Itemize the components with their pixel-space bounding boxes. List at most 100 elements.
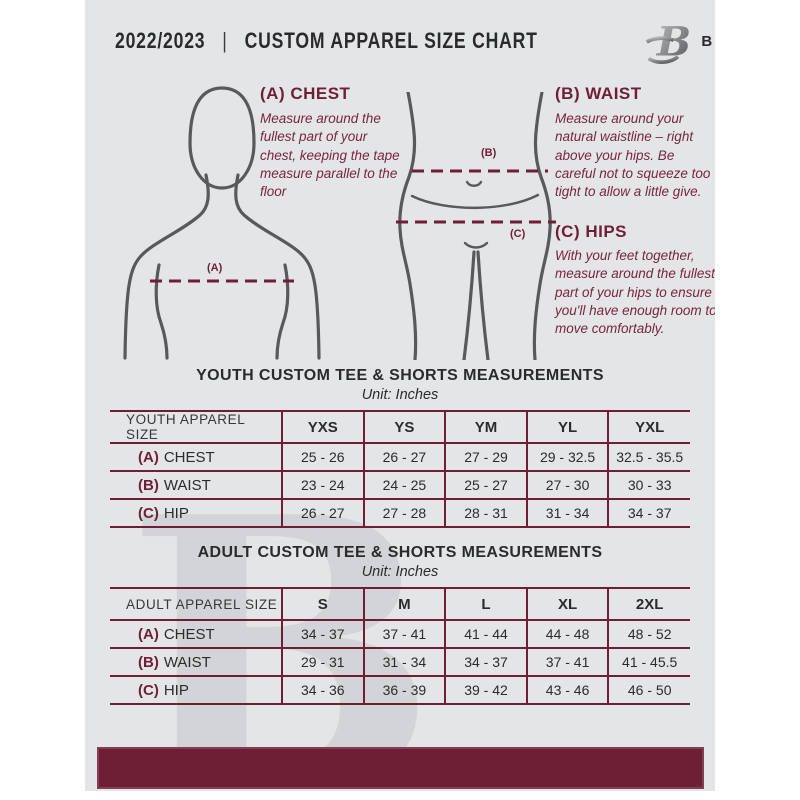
measurement-name: HIP [163, 681, 189, 699]
measurement-value-cell: 34 - 37 [281, 619, 364, 648]
page-title: 2022/2023 | CUSTOM APPAREL SIZE CHART [115, 28, 538, 54]
title-year: 2022/2023 [115, 28, 206, 53]
measurement-value-cell: 27 - 29 [444, 442, 527, 471]
measurement-label-cell: (C) HIP [110, 675, 282, 705]
hips-point-label: (C) [510, 228, 526, 240]
youth-section: YOUTH CUSTOM TEE & SHORTS MEASUREMENTS U… [85, 366, 715, 528]
table-row: (B) WAIST 23 - 24 24 - 25 25 - 27 27 - 30 30 -… [110, 470, 690, 499]
waistband-curve [410, 193, 540, 210]
measurement-value-cell: 43 - 46 [525, 675, 609, 705]
measurement-value-cell: 27 - 30 [525, 470, 609, 499]
measurement-name: WAIST [163, 476, 211, 494]
right-inner-leg-line [476, 250, 490, 360]
measurement-label-cell: (B) WAIST [110, 647, 282, 676]
breakaway-logo-icon: B [646, 18, 691, 64]
measurement-name: CHEST [163, 625, 215, 643]
measurement-value-cell: 30 - 33 [607, 470, 690, 499]
navel-mark [465, 180, 483, 187]
measurement-value-cell: 48 - 52 [607, 619, 690, 648]
header: 2022/2023 | CUSTOM APPAREL SIZE CHART B [85, 0, 715, 76]
measurement-value-cell: 25 - 26 [281, 442, 364, 471]
table-header-row: ADULT APPAREL SIZE S M L XL 2XL [110, 587, 690, 620]
lower-body-silhouette [396, 92, 556, 360]
measurement-value-cell: 44 - 48 [525, 619, 609, 648]
measurement-prefix: (A) [138, 625, 159, 643]
table-header-row: YOUTH APPAREL SIZE YXS YS YM YL YXL [110, 410, 690, 443]
waist-point-label: (B) [481, 147, 497, 159]
measurement-label-cell: (A) CHEST [110, 442, 282, 471]
content-panel: B 2022/2023 | CUSTOM APPAREL SIZE CHART [85, 0, 715, 791]
measurement-value-cell: 31 - 34 [525, 498, 609, 528]
measurement-value-cell: 23 - 24 [281, 470, 364, 499]
youth-table-title: YOUTH CUSTOM TEE & SHORTS MEASUREMENTS [196, 367, 604, 384]
right-torso-leg-outline [532, 92, 552, 360]
measurement-value-cell: 27 - 28 [362, 498, 446, 528]
left-inner-leg-line [462, 250, 476, 360]
left-armpit-line [154, 263, 169, 360]
waist-instructions: Measure around your natural waistline – … [555, 111, 711, 200]
measurement-prefix: (A) [138, 448, 159, 466]
logo-letter: B [656, 18, 691, 64]
head-outline [188, 86, 256, 190]
measurement-name: WAIST [163, 653, 211, 671]
measurement-label-cell: (A) CHEST [110, 619, 282, 648]
table-row: (C) HIP 34 - 36 36 - 39 39 - 42 43 - 46 46 - 5… [110, 675, 690, 705]
measurement-value-cell: 31 - 34 [362, 647, 446, 676]
table-row: (B) WAIST 29 - 31 31 - 34 34 - 37 37 - 41 41 -… [110, 647, 690, 676]
adult-table-unit: Unit: Inches [361, 564, 439, 580]
measurement-value-cell: 39 - 42 [444, 675, 527, 705]
left-shoulder-arm-outline [123, 173, 210, 360]
brand-name: BREAKAWAY [701, 32, 715, 50]
size-header-cell: L [444, 587, 527, 620]
size-header-cell: S [281, 587, 364, 620]
measurement-value-cell: 34 - 37 [444, 647, 527, 676]
measurement-value-cell: 46 - 50 [607, 675, 690, 705]
measurement-value-cell: 29 - 31 [281, 647, 364, 676]
measurement-name: CHEST [163, 448, 215, 466]
measurement-value-cell: 37 - 41 [525, 647, 609, 676]
brand-lockup: B BREAKAWAY [643, 18, 715, 64]
measurement-prefix: (C) [138, 681, 159, 699]
table-row: (C) HIP 26 - 27 27 - 28 28 - 31 31 - 34 34 - 3… [110, 498, 690, 528]
measurement-value-cell: 29 - 32.5 [525, 442, 609, 471]
size-label-header-cell: YOUTH APPAREL SIZE [110, 410, 282, 443]
measurement-value-cell: 25 - 27 [444, 470, 527, 499]
title-divider: | [222, 28, 228, 53]
upper-body-silhouette [123, 86, 321, 360]
size-header-cell: YL [525, 410, 609, 443]
measurement-value-cell: 34 - 37 [607, 498, 690, 528]
size-header-cell: XL [525, 587, 609, 620]
measurement-value-cell: 26 - 27 [362, 442, 446, 471]
youth-size-table: YOUTH APPAREL SIZE YXS YS YM YL YXL (A) CHEST 25… [110, 410, 690, 528]
measurement-value-cell: 41 - 45.5 [607, 647, 690, 676]
measurement-prefix: (C) [138, 504, 159, 522]
size-header-cell: 2XL [607, 587, 690, 620]
measurement-value-cell: 26 - 27 [281, 498, 364, 528]
measurement-value-cell: 34 - 36 [281, 675, 364, 705]
crotch-curve [463, 241, 489, 249]
size-label-header-cell: ADULT APPAREL SIZE [110, 587, 282, 620]
measurement-prefix: (B) [138, 653, 159, 671]
adult-table-title: ADULT CUSTOM TEE & SHORTS MEASUREMENTS [197, 544, 603, 561]
size-header-cell: YM [444, 410, 527, 443]
adult-size-table: ADULT APPAREL SIZE S M L XL 2XL (A) CHEST 34 - 3… [110, 587, 690, 705]
adult-section: ADULT CUSTOM TEE & SHORTS MEASUREMENTS U… [85, 543, 715, 705]
measurement-value-cell: 41 - 44 [444, 619, 527, 648]
measurement-prefix: (B) [138, 476, 159, 494]
measurement-value-cell: 32.5 - 35.5 [607, 442, 690, 471]
chest-instructions: Measure around the fullest part of your … [260, 111, 400, 200]
youth-table-unit: Unit: Inches [361, 387, 439, 403]
chest-point-label: (A) [207, 262, 223, 274]
table-row: (A) CHEST 34 - 37 37 - 41 41 - 44 44 - 48 48 -… [110, 619, 690, 648]
size-header-cell: M [362, 587, 446, 620]
hips-instructions: With your feet together, measure around … [555, 248, 715, 337]
right-shoulder-arm-outline [234, 173, 321, 360]
hips-heading: (C) HIPS [555, 222, 627, 241]
waist-heading: (B) WAIST [555, 84, 642, 103]
measurement-label-cell: (C) HIP [110, 498, 282, 528]
chest-heading: (A) CHEST [260, 84, 351, 103]
title-main: CUSTOM APPAREL SIZE CHART [244, 28, 538, 53]
size-header-cell: YXS [281, 410, 364, 443]
size-header-cell: YXL [607, 410, 690, 443]
measurement-name: HIP [163, 504, 189, 522]
